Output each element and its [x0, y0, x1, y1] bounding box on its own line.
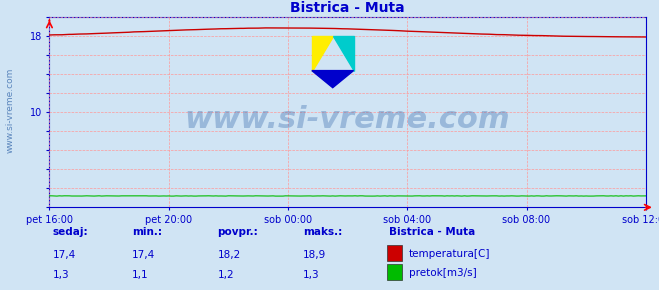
Text: 17,4: 17,4: [53, 250, 76, 260]
Text: povpr.:: povpr.:: [217, 227, 258, 237]
Text: 1,3: 1,3: [53, 270, 69, 280]
Text: 1,1: 1,1: [132, 270, 148, 280]
Text: www.si-vreme.com: www.si-vreme.com: [5, 68, 14, 153]
Text: www.si-vreme.com: www.si-vreme.com: [185, 106, 511, 135]
Text: sedaj:: sedaj:: [53, 227, 88, 237]
Text: Bistrica - Muta: Bistrica - Muta: [389, 227, 475, 237]
Text: min.:: min.:: [132, 227, 162, 237]
Text: 17,4: 17,4: [132, 250, 155, 260]
Text: 1,2: 1,2: [217, 270, 234, 280]
Text: maks.:: maks.:: [303, 227, 343, 237]
Text: temperatura[C]: temperatura[C]: [409, 249, 490, 259]
Polygon shape: [312, 70, 354, 88]
Polygon shape: [333, 37, 354, 70]
Title: Bistrica - Muta: Bistrica - Muta: [291, 1, 405, 15]
Polygon shape: [312, 37, 333, 70]
Text: 18,9: 18,9: [303, 250, 326, 260]
Text: 18,2: 18,2: [217, 250, 241, 260]
Text: 1,3: 1,3: [303, 270, 320, 280]
Text: pretok[m3/s]: pretok[m3/s]: [409, 267, 476, 278]
